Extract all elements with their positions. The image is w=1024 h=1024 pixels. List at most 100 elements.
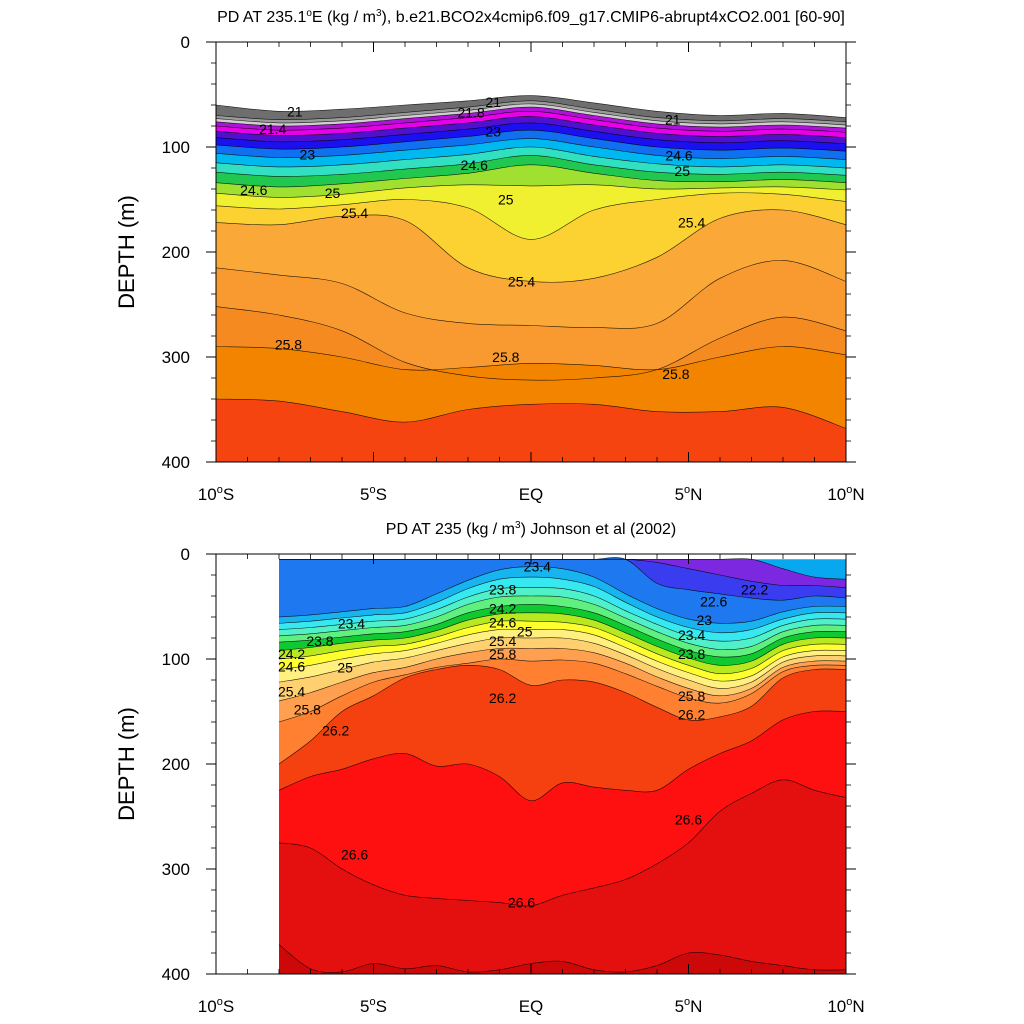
- x-tick-label: EQ: [519, 485, 544, 504]
- contour-labels: 23.423.824.224.62525.425.823.423.824.224…: [278, 559, 769, 911]
- contour-label: 25.4: [508, 273, 535, 289]
- y-tick-label: 300: [162, 348, 190, 367]
- y-tick-label: 400: [162, 965, 190, 984]
- contour-fills: [216, 42, 846, 462]
- contour-label: 23.8: [489, 582, 516, 598]
- x-tick-label: 5oN: [675, 996, 703, 1016]
- contour-label: 25.4: [489, 633, 516, 649]
- x-tick-label: 10oN: [827, 996, 864, 1016]
- contour-line-26-6: [278, 779, 846, 907]
- contour-line-22-2: [216, 106, 846, 129]
- contour-label: 25: [325, 185, 341, 201]
- contour-label: 25.8: [662, 366, 689, 382]
- chart-title: PD AT 235.1oE (kg / m3), b.e21.BCO2x4cmi…: [217, 8, 845, 26]
- contour-line-21-8: [216, 103, 846, 126]
- chart-panel-2: 23.423.824.224.62525.425.823.423.824.224…: [114, 520, 865, 1016]
- contour-fills: [279, 557, 846, 974]
- contour-line-26-8: [278, 944, 846, 973]
- contour-line-26: [216, 346, 846, 371]
- y-tick-label: 100: [162, 650, 190, 669]
- contour-label: 24.6: [240, 182, 267, 198]
- contour-line-24-6: [216, 146, 846, 169]
- contour-label: 26.6: [341, 846, 368, 862]
- contour-label: 25.8: [678, 688, 705, 704]
- contour-label: 25.4: [278, 684, 305, 700]
- contour-line-25-2: [278, 612, 846, 666]
- x-tick-label: 5oN: [675, 484, 703, 504]
- contour-label: 24.2: [489, 601, 516, 617]
- contour-label: 25: [517, 624, 533, 640]
- contour-line-23: [216, 116, 846, 138]
- contour-label: 25.8: [275, 336, 302, 352]
- contour-line-25-2: [216, 184, 846, 198]
- contour-line-21: [216, 95, 846, 118]
- y-axis-label: DEPTH (m): [114, 195, 139, 309]
- contour-line-23-8: [278, 576, 846, 634]
- y-tick-label: 200: [162, 755, 190, 774]
- contour-label: 26.2: [322, 722, 349, 738]
- contour-line-25-6: [216, 260, 846, 329]
- contour-label: 24.6: [278, 658, 305, 674]
- contour-label: 21: [485, 94, 501, 110]
- contour-label: 25.8: [294, 701, 321, 717]
- y-tick-label: 400: [162, 453, 190, 472]
- contour-label: 23.8: [306, 633, 333, 649]
- contour-label: 25.4: [678, 215, 705, 231]
- contour-label: 25.4: [341, 205, 368, 221]
- contour-label: 23.8: [678, 646, 705, 662]
- x-tick-label: 5oS: [360, 996, 387, 1016]
- contour-label: 24.6: [461, 157, 488, 173]
- contour-label: 23.4: [338, 615, 365, 631]
- contour-label: 26.2: [489, 690, 516, 706]
- x-tick-label: 10oS: [198, 996, 234, 1016]
- contour-line-25: [216, 164, 846, 188]
- contour-line-26-2: [216, 398, 846, 429]
- contour-label: 25: [337, 659, 353, 675]
- chart-title: PD AT 235 (kg / m3) Johnson et al (2002): [386, 520, 676, 538]
- contour-fill-26-2: [216, 399, 846, 462]
- contour-lines: [278, 557, 846, 973]
- contour-label: 23.4: [678, 627, 705, 643]
- contour-label: 21: [665, 112, 681, 128]
- y-axis-label: DEPTH (m): [114, 707, 139, 821]
- contour-line-26-1: [278, 658, 846, 723]
- contour-line-26: [278, 647, 846, 702]
- contour-label: 22.6: [700, 593, 727, 609]
- contour-label: 21: [287, 103, 303, 119]
- contour-label: 22.2: [741, 582, 768, 598]
- x-tick-label: 10oS: [198, 484, 234, 504]
- contour-label: 25: [498, 192, 514, 208]
- x-tick-label: EQ: [519, 997, 544, 1016]
- x-tick-label: 5oS: [360, 484, 387, 504]
- contour-label: 26.2: [678, 707, 705, 723]
- contour-label: 25.8: [492, 349, 519, 365]
- contour-fill-26-6: [279, 779, 846, 974]
- contour-label: 24.6: [665, 147, 692, 163]
- contour-label: 23.4: [524, 559, 551, 575]
- contour-line-23-4: [278, 566, 846, 624]
- contour-line-23-4: [216, 122, 846, 145]
- contour-label: 23: [696, 612, 712, 628]
- contour-label: 24.6: [489, 614, 516, 630]
- contour-line-25-8: [216, 306, 846, 381]
- contour-lines: [216, 95, 846, 429]
- contour-line-24-2: [278, 587, 846, 642]
- contour-line-25-8: [278, 637, 846, 689]
- contour-line-24-8: [216, 155, 846, 177]
- contour-label: 24.2: [278, 646, 305, 662]
- contour-label: 26.6: [675, 812, 702, 828]
- contour-label: 21.8: [458, 104, 485, 120]
- contour-line-23-8: [216, 129, 846, 152]
- y-tick-label: 0: [181, 33, 190, 52]
- y-tick-label: 100: [162, 138, 190, 157]
- contour-label: 25: [674, 163, 690, 179]
- contour-label: 23: [485, 123, 501, 139]
- contour-line-25-4: [216, 209, 846, 283]
- contour-line-21-4: [216, 100, 846, 123]
- contour-line-24-2: [216, 138, 846, 160]
- contour-label: 21.4: [259, 121, 286, 137]
- contour-line-22-6: [216, 110, 846, 133]
- contour-label: 23: [300, 146, 316, 162]
